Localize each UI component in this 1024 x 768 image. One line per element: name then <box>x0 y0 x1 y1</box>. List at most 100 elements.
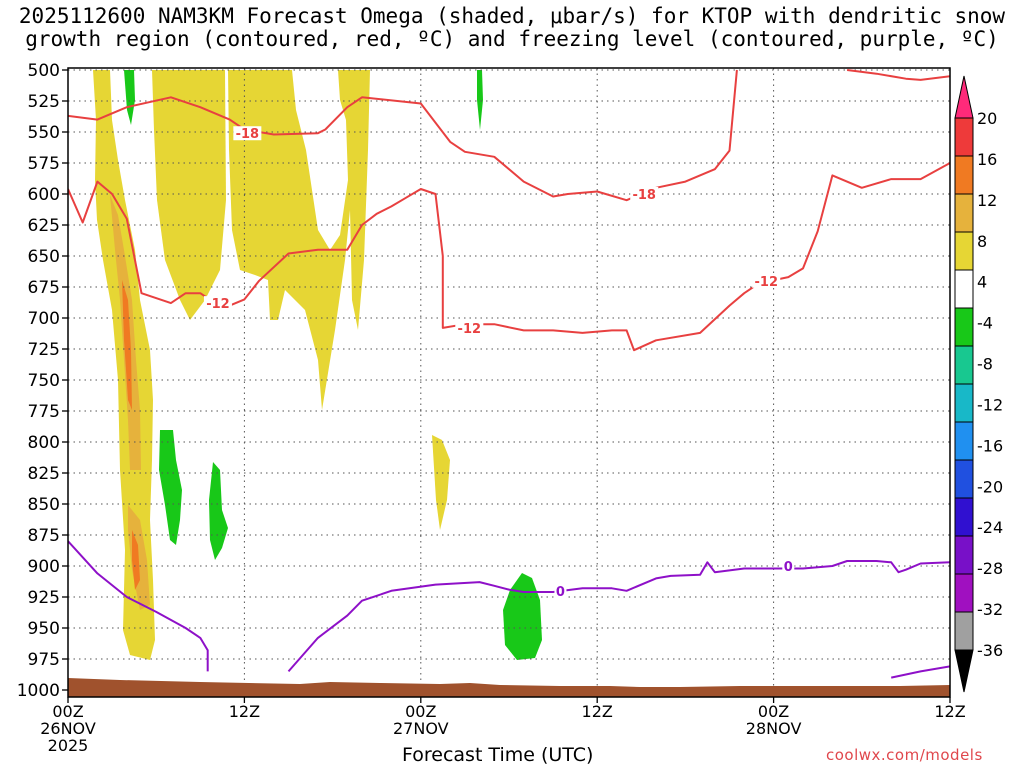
y-tick-label: 525 <box>28 92 60 112</box>
x-tick-label: 12Z <box>934 702 965 721</box>
omega-region-dark-orange <box>132 530 140 590</box>
colorbar-segment <box>954 345 974 385</box>
y-tick-label: 575 <box>28 154 60 174</box>
colorbar-segment <box>954 383 974 423</box>
colorbar-segment <box>954 459 974 499</box>
contour-label-background <box>203 296 232 311</box>
colorbar: 20 16 12 8 4 -4 -8 -12 -16 -20 -24 -28 -32 -36 <box>954 75 1003 693</box>
contour-label-background <box>630 187 659 201</box>
colorbar-label: -4 <box>977 314 993 333</box>
omega-region-yellow <box>432 435 450 530</box>
plot-frame <box>67 67 951 698</box>
y-tick-label: 550 <box>28 123 60 143</box>
colorbar-segment <box>954 421 974 461</box>
credit-text: coolwx.com/models <box>826 746 983 764</box>
colorbar-label: 8 <box>977 232 987 251</box>
y-tick-label: 650 <box>28 247 60 267</box>
colorbar-segment <box>954 535 974 575</box>
x-tick-label: 00Z <box>405 702 436 721</box>
omega-region-dark-orange <box>122 280 132 410</box>
colorbar-label: -16 <box>977 436 1003 455</box>
contour-label: 0 <box>556 585 565 600</box>
colorbar-segment <box>954 611 974 651</box>
y-tick-label: 875 <box>28 526 60 546</box>
grid-lines <box>67 68 951 697</box>
x-tick-label: 00Z <box>758 702 789 721</box>
omega-region-green <box>159 430 182 545</box>
contour-label-background <box>752 273 781 288</box>
colorbar-label: 12 <box>977 191 997 210</box>
y-tick-label: 950 <box>28 619 60 639</box>
contour-lines: -18 -12 -12 -18 -12 0 0 <box>68 69 950 679</box>
contour-label: -18 <box>632 188 656 203</box>
y-tick-label: 925 <box>28 588 60 608</box>
contour-label: -18 <box>236 127 260 142</box>
contour-label-background <box>233 126 262 141</box>
colorbar-segment <box>954 497 974 537</box>
omega-region-orange <box>128 505 150 610</box>
y-tick-label: 775 <box>28 402 60 422</box>
y-tick-label: 700 <box>28 309 60 329</box>
colorbar-segment <box>954 269 974 309</box>
chart-title-line-1: 2025112600 NAM3KM Forecast Omega (shaded… <box>18 4 1006 28</box>
colorbar-label: -28 <box>977 559 1003 578</box>
x-tick-label: 12Z <box>229 702 260 721</box>
x-axis-title: Forecast Time (UTC) <box>402 744 594 766</box>
omega-region-yellow <box>228 70 370 410</box>
x-tick-label: 00Z <box>52 702 83 721</box>
colorbar-label: 4 <box>977 273 987 292</box>
y-tick-label: 500 <box>28 61 60 81</box>
colorbar-label: -32 <box>977 600 1003 619</box>
y-tick-label: 975 <box>28 650 60 670</box>
freezing-level-contour <box>287 560 950 673</box>
x-tick-label: 27NOV <box>393 719 449 738</box>
x-tick-label: 28NOV <box>746 719 802 738</box>
contour-label: -12 <box>206 297 230 312</box>
colorbar-label: 20 <box>977 109 997 128</box>
colorbar-segment <box>954 231 974 271</box>
y-tick-label: 1000 <box>17 681 60 701</box>
y-tick-label: 600 <box>28 185 60 205</box>
colorbar-segment <box>954 573 974 613</box>
omega-region-green <box>209 462 228 560</box>
freezing-level-contour <box>890 665 950 679</box>
y-tick-label: 750 <box>28 371 60 391</box>
colorbar-label: -36 <box>977 641 1003 660</box>
y-tick-label: 725 <box>28 340 60 360</box>
y-tick-label: 625 <box>28 216 60 236</box>
colorbar-segment <box>954 117 974 157</box>
omega-region-yellow <box>152 70 226 320</box>
omega-region-green <box>124 70 135 125</box>
x-tick-label: 26NOV <box>40 719 96 738</box>
x-tick-label: 2025 <box>48 736 89 755</box>
x-tick-label: 12Z <box>582 702 613 721</box>
contour-label: -12 <box>458 322 482 337</box>
dgz-contour-minus18 <box>846 69 950 81</box>
colorbar-segment <box>954 307 974 347</box>
colorbar-bottom-arrow <box>954 649 974 693</box>
contour-label-background <box>455 320 484 335</box>
omega-region-yellow <box>93 70 155 660</box>
omega-shading <box>93 70 542 660</box>
y-tick-label: 825 <box>28 464 60 484</box>
contour-label: 0 <box>784 560 793 575</box>
y-tick-label: 850 <box>28 495 60 515</box>
freezing-level-contour <box>68 540 209 672</box>
colorbar-label: -24 <box>977 518 1003 537</box>
contour-label: -12 <box>755 275 779 290</box>
y-tick-label: 675 <box>28 278 60 298</box>
contour-label-background <box>554 583 567 598</box>
y-tick-label: 800 <box>28 433 60 453</box>
colorbar-label: -12 <box>977 395 1003 414</box>
y-tick-label: 900 <box>28 557 60 577</box>
contour-label-background <box>782 559 795 573</box>
colorbar-segment <box>954 193 974 233</box>
y-axis: 500 525 550 575 600 625 650 675 700 725 750 775 800 8… <box>17 61 68 701</box>
colorbar-top-arrow <box>954 75 974 119</box>
terrain <box>68 678 950 697</box>
colorbar-label: -20 <box>977 477 1003 496</box>
omega-region-green <box>477 70 483 130</box>
colorbar-segment <box>954 155 974 195</box>
